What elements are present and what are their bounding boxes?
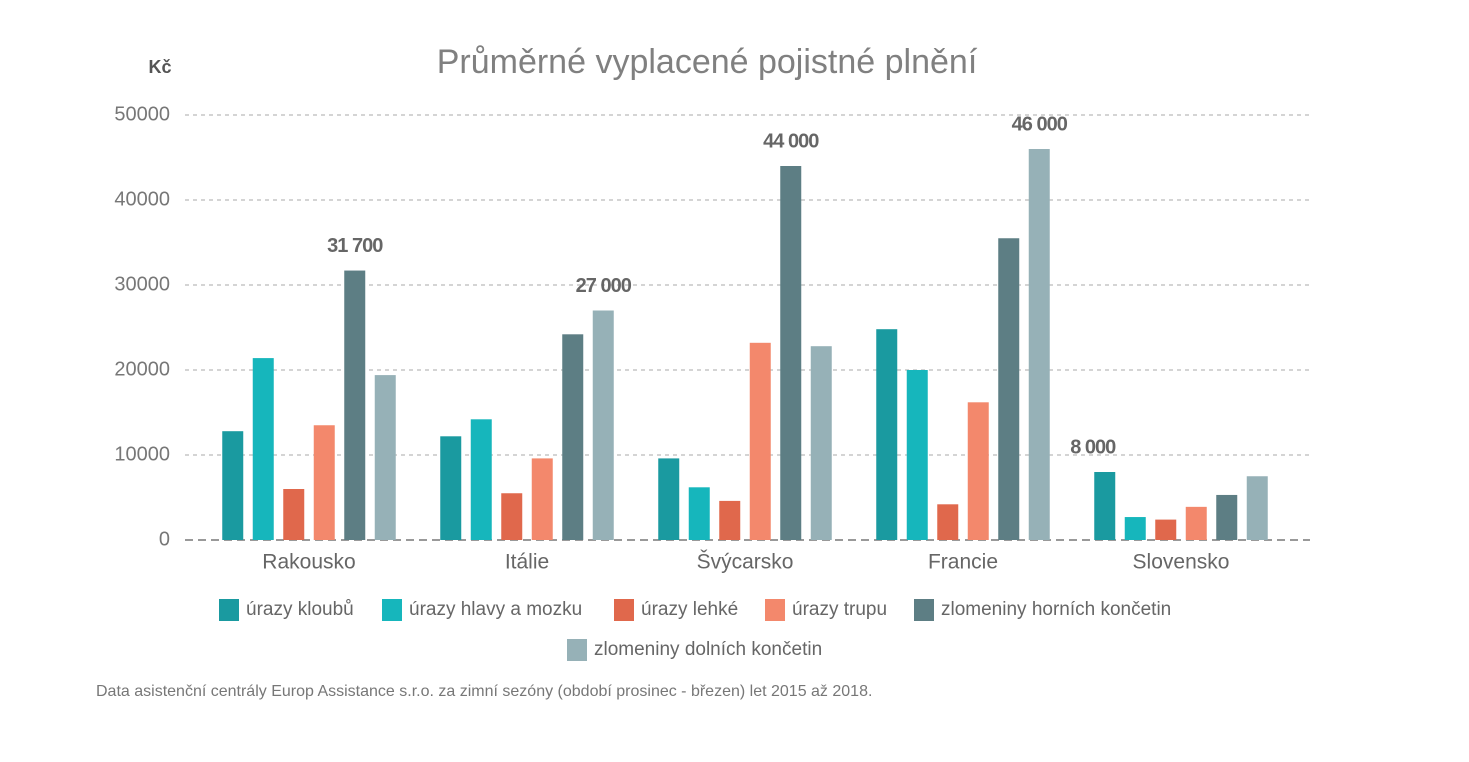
bar: [688, 487, 710, 540]
legend-label: zlomeniny dolních končetin: [594, 639, 822, 660]
data-label: 31 700: [327, 235, 383, 257]
legend-swatch: [382, 599, 402, 621]
bar: [344, 270, 366, 540]
bar: [719, 500, 741, 540]
x-tick-label: Slovensko: [1133, 551, 1230, 574]
bar: [876, 329, 898, 540]
data-label: 46 000: [1012, 113, 1068, 135]
x-tick-label: Francie: [928, 551, 998, 574]
legend-swatch: [219, 599, 239, 621]
y-axis-label: Kč: [148, 57, 171, 77]
legend-label: úrazy kloubů: [246, 599, 354, 620]
bar: [313, 425, 335, 540]
bar: [440, 436, 462, 540]
bar: [749, 342, 771, 540]
y-tick-label: 10000: [114, 443, 170, 465]
bar: [531, 458, 553, 540]
y-tick-label: 30000: [114, 273, 170, 295]
bar: [470, 419, 492, 540]
footnote: Data asistenční centrály Europ Assistanc…: [96, 683, 872, 700]
chart-title: Průměrné vyplacené pojistné plnění: [437, 43, 978, 81]
bar: [1094, 472, 1116, 540]
bar: [1246, 476, 1268, 540]
x-tick-label: Rakousko: [262, 551, 355, 574]
legend-label: úrazy lehké: [641, 599, 738, 620]
bar: [967, 402, 989, 540]
bar: [1155, 519, 1177, 540]
bar: [780, 166, 802, 540]
legend-swatch: [614, 599, 634, 621]
bar: [252, 358, 274, 540]
x-tick-label: Švýcarsko: [697, 551, 794, 574]
bar: [1216, 494, 1238, 540]
bar: [810, 346, 832, 540]
legend-label: úrazy hlavy a mozku: [409, 599, 582, 620]
bar: [1185, 506, 1207, 540]
x-tick-label: Itálie: [505, 551, 549, 574]
y-tick-label: 20000: [114, 358, 170, 380]
bar: [222, 431, 244, 540]
y-tick-label: 0: [159, 528, 170, 550]
bar: [658, 458, 680, 540]
data-label: 27 000: [576, 275, 632, 297]
legend-swatch: [765, 599, 785, 621]
legend-label: zlomeniny horních končetin: [941, 599, 1171, 620]
bar: [1028, 149, 1050, 540]
bar: [592, 310, 614, 540]
y-tick-label: 40000: [114, 188, 170, 210]
legend-label: úrazy trupu: [792, 599, 887, 620]
legend-swatch: [567, 639, 587, 661]
bar: [1124, 517, 1146, 540]
bar: [374, 375, 396, 540]
bar: [906, 370, 928, 540]
bar: [998, 238, 1020, 540]
data-label: 44 000: [763, 130, 819, 152]
data-label: 8 000: [1070, 436, 1116, 458]
y-tick-label: 50000: [114, 103, 170, 125]
bar: [937, 504, 959, 540]
legend-swatch: [914, 599, 934, 621]
bar: [283, 489, 305, 540]
bar: [562, 334, 584, 540]
bar: [501, 493, 523, 540]
